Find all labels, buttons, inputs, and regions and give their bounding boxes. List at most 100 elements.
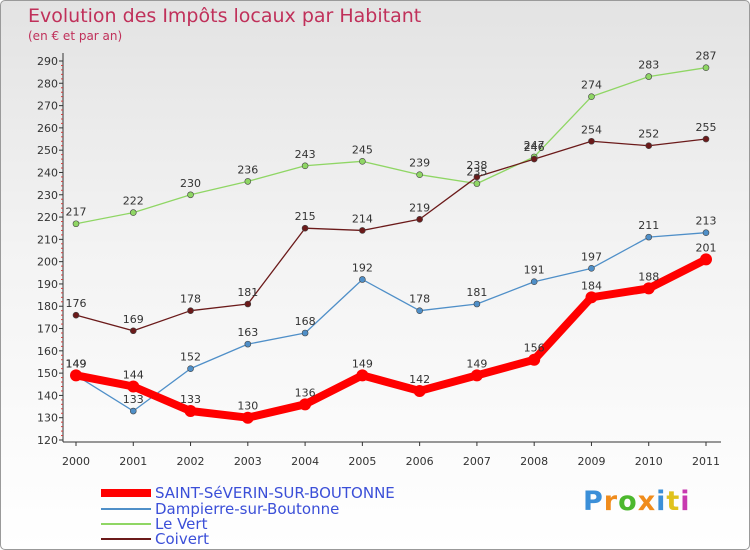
x-tick-label: 2003	[234, 455, 262, 468]
data-point	[473, 180, 481, 187]
legend-swatch-coivert	[101, 538, 151, 540]
data-point	[416, 171, 423, 178]
data-label: 169	[123, 313, 144, 326]
data-label: 235	[466, 166, 487, 179]
data-point	[244, 178, 252, 185]
data-point	[359, 227, 366, 234]
data-point	[127, 380, 140, 393]
legend-swatch-dampierre	[101, 508, 151, 510]
data-label: 191	[524, 264, 545, 277]
data-label: 178	[180, 293, 201, 306]
x-tick-label: 2004	[291, 455, 319, 468]
data-point	[184, 405, 197, 418]
data-point	[642, 282, 655, 295]
data-label: 222	[123, 195, 144, 208]
data-point	[645, 73, 653, 80]
proxiti-logo: Proxiti	[583, 486, 691, 517]
y-tick-label: 210	[37, 233, 58, 246]
data-label: 192	[352, 261, 373, 274]
x-tick-label: 2006	[406, 455, 434, 468]
data-label: 230	[180, 177, 201, 190]
data-point	[299, 398, 312, 411]
data-point	[585, 291, 598, 304]
data-point	[356, 369, 369, 382]
y-tick-label: 180	[37, 300, 58, 313]
y-tick-label: 220	[37, 211, 58, 224]
logo-letter: P	[583, 486, 604, 517]
x-tick-label: 2011	[692, 455, 720, 468]
series-line-1	[75, 232, 707, 412]
data-label: 283	[638, 59, 659, 72]
data-point	[301, 224, 309, 232]
data-point	[187, 365, 194, 372]
x-tick-label: 2002	[177, 455, 205, 468]
data-label: 247	[524, 139, 545, 152]
data-label: 144	[123, 368, 144, 381]
data-point	[588, 137, 595, 145]
logo-letter: t	[666, 486, 681, 517]
data-label: 254	[581, 123, 602, 136]
data-label: 178	[409, 293, 430, 306]
logo-letter: i	[680, 486, 691, 517]
data-label: 130	[237, 400, 258, 413]
data-label: 184	[581, 279, 602, 292]
data-point	[241, 411, 254, 424]
y-tick-label: 230	[37, 189, 58, 202]
data-point	[72, 220, 80, 228]
y-tick-label: 290	[37, 55, 58, 68]
legend-label-saint-severin: SAINT-SéVERIN-SUR-BOUTONNE	[155, 484, 395, 502]
series-line-0	[72, 255, 710, 422]
data-label: 149	[466, 357, 487, 370]
data-label: 133	[180, 393, 201, 406]
x-tick-label: 2007	[463, 455, 491, 468]
series-line-3	[75, 138, 707, 332]
legend-swatch-le-vert	[101, 523, 151, 525]
legend-label-le-vert: Le Vert	[155, 515, 208, 533]
y-tick-label: 170	[37, 323, 58, 336]
data-point	[301, 329, 309, 337]
data-label: 236	[237, 163, 258, 176]
data-point	[244, 340, 252, 348]
legend-label-dampierre: Dampierre-sur-Boutonne	[155, 500, 340, 518]
data-point	[187, 191, 194, 199]
y-tick-label: 130	[37, 412, 58, 425]
data-label: 255	[696, 121, 717, 134]
data-label: 201	[696, 241, 717, 254]
y-tick-label: 200	[37, 256, 58, 269]
data-label: 136	[295, 386, 316, 399]
data-point	[588, 93, 595, 100]
data-label: 246	[524, 141, 545, 154]
legend-label-coivert: Coivert	[155, 530, 209, 548]
data-point	[702, 64, 710, 71]
data-label: 152	[180, 351, 201, 364]
data-label: 133	[123, 393, 144, 406]
y-tick-label: 140	[37, 389, 58, 402]
logo-letter: r	[603, 486, 619, 517]
y-tick-label: 190	[37, 278, 58, 291]
data-point	[702, 135, 710, 143]
data-label: 219	[409, 201, 430, 214]
data-label: 149	[66, 357, 87, 370]
data-label: 149	[66, 357, 87, 370]
data-point	[473, 173, 481, 181]
chart-title: Evolution des Impôts locaux par Habitant	[28, 5, 422, 27]
y-tick-label: 250	[37, 144, 58, 157]
y-tick-label: 150	[37, 367, 58, 380]
data-label: 142	[409, 373, 430, 386]
x-tick-label: 2005	[348, 455, 376, 468]
data-point	[645, 142, 653, 150]
data-point	[470, 369, 483, 382]
data-point	[129, 407, 137, 415]
data-label: 168	[295, 315, 316, 328]
data-point	[416, 215, 423, 223]
y-tick-label: 260	[37, 122, 58, 135]
data-point	[530, 155, 538, 163]
y-tick-label: 280	[37, 77, 58, 90]
data-point	[301, 162, 309, 170]
logo-letter: o	[618, 486, 638, 517]
data-point	[702, 229, 710, 236]
data-point	[645, 233, 653, 241]
data-label: 239	[409, 157, 430, 170]
data-label: 243	[295, 148, 316, 161]
